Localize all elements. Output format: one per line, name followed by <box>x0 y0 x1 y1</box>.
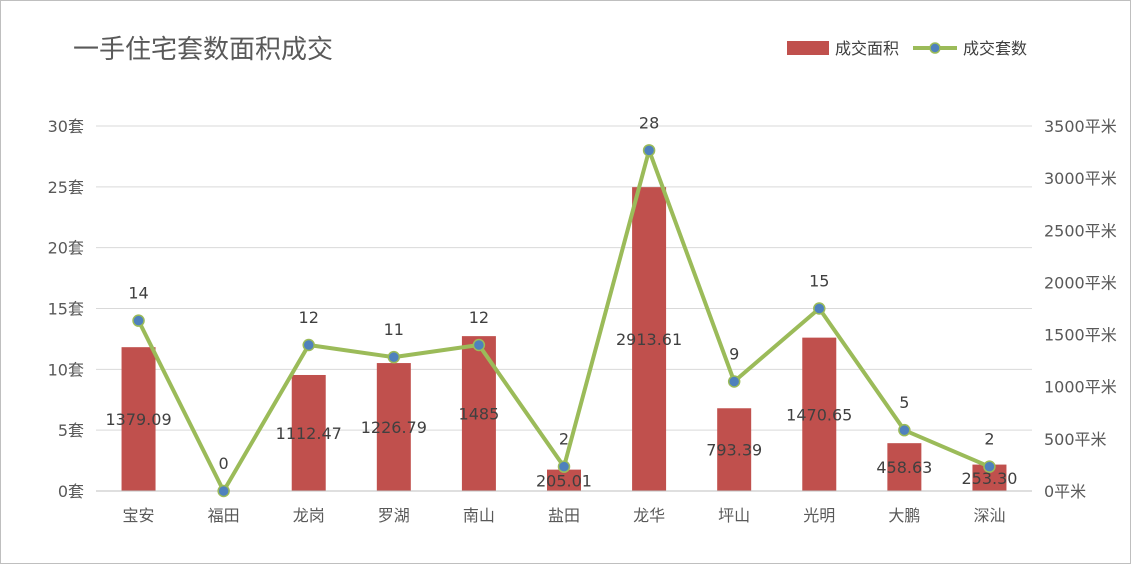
y-axis-left: 0套 5套 10套 15套 20套 25套 30套 <box>48 117 84 501</box>
line-data-labels: 14 0 12 11 12 2 28 9 15 5 2 <box>128 113 994 473</box>
line-point <box>813 302 826 315</box>
bar <box>291 374 326 491</box>
chart-title: 一手住宅套数面积成交 <box>73 35 333 65</box>
y-right-tick-label: 1000平米 <box>1044 378 1117 397</box>
legend-swatch-count-marker <box>929 42 941 54</box>
line-data-label: 2 <box>984 430 994 449</box>
line-data-label: 12 <box>469 308 489 327</box>
y-right-tick-label: 0平米 <box>1044 482 1086 501</box>
line-data-label: 9 <box>729 345 739 364</box>
bar <box>887 443 922 491</box>
y-left-tick-label: 0套 <box>58 482 84 501</box>
line-data-label: 14 <box>128 284 148 303</box>
legend-label-count: 成交套数 <box>963 39 1027 58</box>
line-point <box>983 460 996 473</box>
line-data-label: 12 <box>299 308 319 327</box>
y-left-tick-label: 30套 <box>48 117 84 136</box>
bar <box>632 187 667 491</box>
line-point <box>472 338 486 352</box>
x-tick-label: 南山 <box>463 506 495 525</box>
x-tick-label: 龙华 <box>633 506 665 525</box>
bar <box>802 337 837 491</box>
y-left-tick-label: 25套 <box>48 178 84 197</box>
line-point <box>898 423 911 437</box>
y-right-tick-label: 500平米 <box>1044 430 1107 449</box>
line-point <box>302 338 315 352</box>
bar-data-label: 1485 <box>459 405 500 424</box>
line-data-label: 28 <box>639 113 659 132</box>
line-data-label: 11 <box>384 320 404 339</box>
x-tick-label: 深汕 <box>973 506 1005 525</box>
y-right-tick-label: 1500平米 <box>1044 326 1117 345</box>
legend-swatch-area <box>787 41 829 55</box>
line-point <box>727 375 741 388</box>
x-tick-label: 盐田 <box>548 506 580 525</box>
y-right-tick-label: 3000平米 <box>1044 169 1117 188</box>
legend: 成交面积 成交套数 <box>787 39 1027 58</box>
line-data-label: 15 <box>809 272 829 291</box>
bar <box>376 363 411 491</box>
x-tick-label: 罗湖 <box>378 506 410 525</box>
bar-data-label: 1226.79 <box>361 418 427 437</box>
y-left-tick-label: 10套 <box>48 360 84 379</box>
bar-data-label: 458.63 <box>876 458 932 477</box>
x-tick-label: 宝安 <box>123 506 155 525</box>
line-point <box>557 460 571 473</box>
bar-data-label: 1112.47 <box>276 424 342 443</box>
line-point <box>132 314 145 327</box>
legend-label-area: 成交面积 <box>835 39 899 58</box>
bar-data-label: 253.30 <box>961 469 1017 488</box>
bar <box>547 469 581 491</box>
bar-data-label: 793.39 <box>706 441 762 460</box>
line-point <box>217 484 230 498</box>
bar-data-label: 205.01 <box>536 471 592 490</box>
bar-series-area <box>121 187 1007 491</box>
x-tick-label: 大鹏 <box>888 506 920 525</box>
bar-data-label: 1379.09 <box>105 410 171 429</box>
line-point <box>387 350 401 364</box>
y-right-tick-label: 3500平米 <box>1044 117 1117 136</box>
x-tick-label: 福田 <box>208 506 240 525</box>
bar-data-label: 1470.65 <box>786 405 852 424</box>
y-left-tick-label: 15套 <box>48 300 84 319</box>
bar <box>121 347 156 491</box>
line-data-label: 2 <box>559 430 569 449</box>
bar <box>717 408 752 491</box>
line-series-count <box>132 144 996 498</box>
x-axis: 宝安 福田 龙岗 罗湖 南山 盐田 龙华 坪山 光明 大鹏 深汕 <box>96 490 1032 525</box>
x-tick-label: 光明 <box>803 506 835 525</box>
y-axis-right: 0平米 500平米 1000平米 1500平米 2000平米 2500平米 3000平米 35… <box>1044 117 1117 501</box>
line-data-label: 0 <box>219 454 229 473</box>
y-left-tick-label: 5套 <box>58 421 84 440</box>
y-right-tick-label: 2500平米 <box>1044 221 1117 240</box>
bar-data-label: 2913.61 <box>616 330 682 349</box>
y-right-tick-label: 2000平米 <box>1044 273 1117 292</box>
y-left-tick-label: 20套 <box>48 239 84 258</box>
line-data-label: 5 <box>899 393 909 412</box>
x-tick-label: 坪山 <box>718 506 750 525</box>
bar-data-labels: 1379.09 1112.47 1226.79 1485 205.01 2913.61 79… <box>105 330 1017 490</box>
line-point <box>642 144 656 157</box>
x-tick-label: 龙岗 <box>293 506 325 525</box>
